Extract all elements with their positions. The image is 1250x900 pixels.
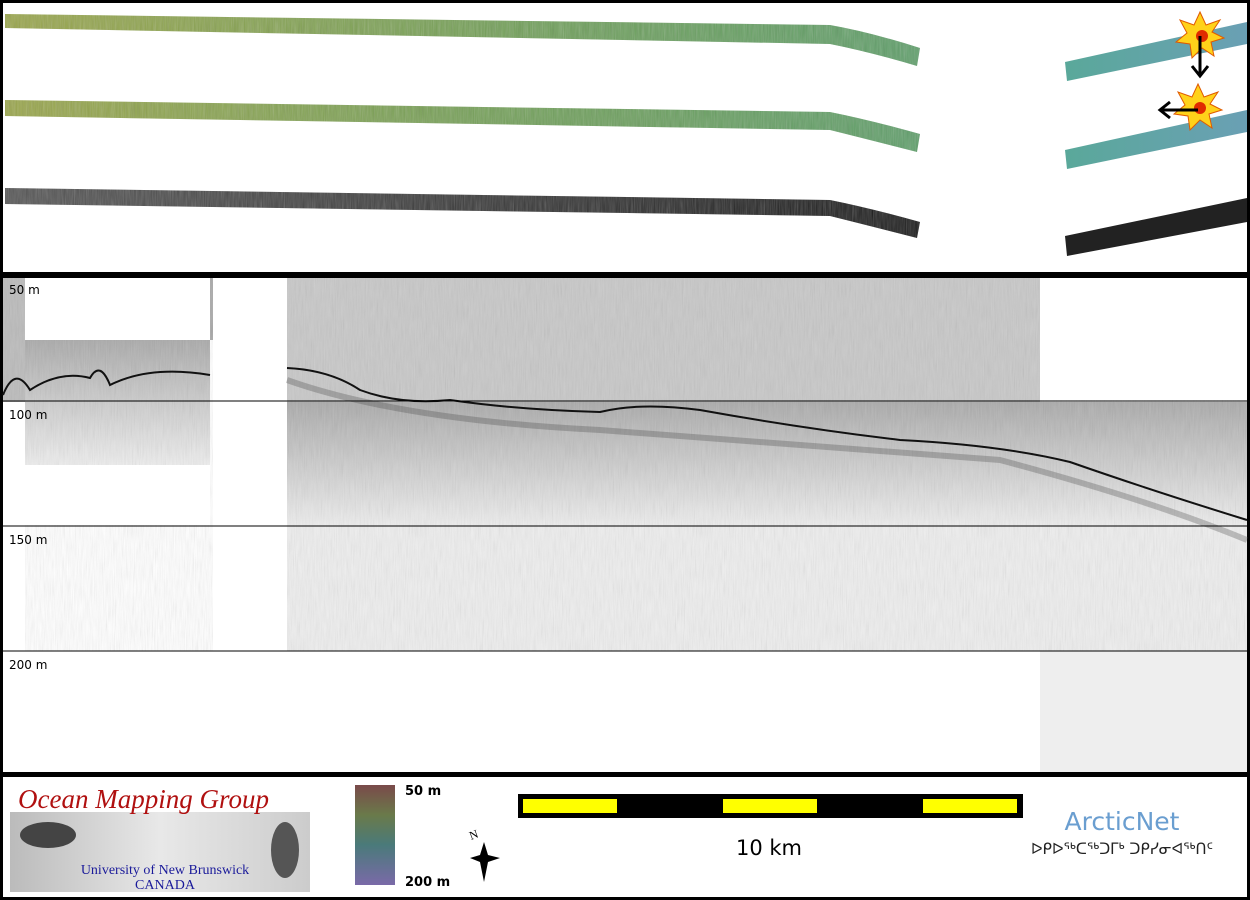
logo-image <box>271 822 299 878</box>
separator <box>0 272 1250 278</box>
separator <box>0 772 1250 777</box>
depth-label: 150 m <box>9 533 47 547</box>
scale-bar <box>518 794 1023 818</box>
logo-country: CANADA <box>135 878 196 893</box>
colorbar-label: 200 m <box>405 875 450 890</box>
depth-label: 200 m <box>9 658 47 672</box>
logo-university: University of New Brunswick <box>81 863 249 878</box>
logo-image <box>20 822 76 848</box>
depth-label: 50 m <box>9 283 40 297</box>
colorbar <box>355 785 395 885</box>
colorbar-label: 50 m <box>405 784 441 799</box>
arcticnet-syllabics: ᐅᑭᐅᖅᑕᖅᑐᒥᒃ ᑐᑭᓯᓂᐊᖅᑎᑦ <box>1031 840 1213 858</box>
markers <box>1157 10 1226 132</box>
profile <box>2 278 1249 772</box>
depth-label: 100 m <box>9 408 47 422</box>
logo-title: Ocean Mapping Group <box>18 784 269 814</box>
arcticnet-name: ArcticNet <box>1065 807 1180 836</box>
swaths <box>5 14 1247 256</box>
scale-label: 10 km <box>736 836 802 860</box>
depth-lines <box>3 400 1247 652</box>
